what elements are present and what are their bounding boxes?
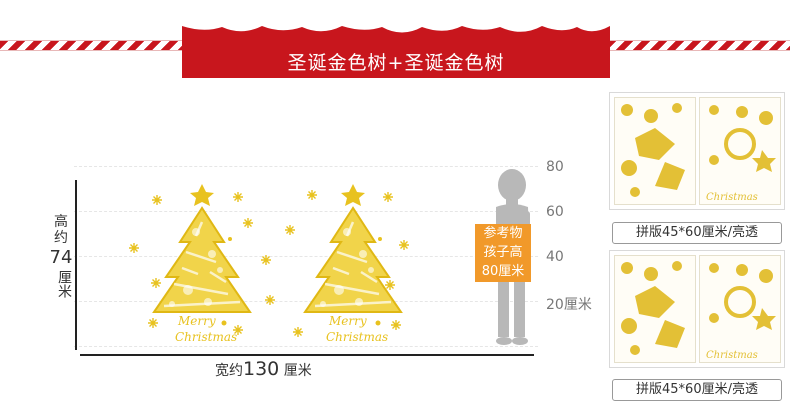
width-rule xyxy=(80,354,534,356)
thumbnail-panel-right: Christmas xyxy=(699,255,781,363)
tree-left-text-2: Christmas xyxy=(175,330,237,344)
reference-line-3: 80厘米 xyxy=(481,264,525,279)
guide-line-60 xyxy=(74,211,538,212)
scale-mark-40: 40 xyxy=(546,249,564,265)
banner-title: 圣诞金色树+圣诞金色树 xyxy=(287,52,505,74)
product-thumbnail-1[interactable]: Christmas xyxy=(609,92,785,210)
candy-stripe-right xyxy=(608,40,790,51)
gold-tree-left xyxy=(152,182,252,314)
reference-line-1: 参考物 xyxy=(483,226,523,241)
tree-right-text-1: Merry xyxy=(328,314,367,328)
product-thumbnail-2[interactable]: Christmas xyxy=(609,250,785,368)
gold-ornament-pattern: Christmas xyxy=(706,105,776,203)
height-prefix: 高约 xyxy=(54,214,68,246)
height-rule xyxy=(75,180,77,350)
tree-right-text-2: Christmas xyxy=(326,330,388,344)
tree-left-text-1: Merry xyxy=(177,314,216,328)
thumbnail-panel-left xyxy=(614,255,696,363)
height-value: 74 xyxy=(49,247,73,268)
guide-line-0 xyxy=(74,346,538,347)
reference-line-2: 孩子高 xyxy=(483,245,523,260)
thumbnail-text: Christmas xyxy=(706,350,758,361)
height-label-top: 高约 xyxy=(48,214,74,246)
gold-tree-right xyxy=(303,182,403,314)
snow-cap-decoration xyxy=(182,18,610,33)
scale-mark-80: 80 xyxy=(546,159,564,175)
gold-ornament-pattern xyxy=(621,103,685,197)
gold-ornament-pattern xyxy=(621,261,685,355)
gold-trees-illustration: Merry Christmas Merry Christmas xyxy=(128,182,410,344)
scale-mark-60: 60 xyxy=(546,204,564,220)
width-value: 130 xyxy=(243,358,280,380)
guide-line-40 xyxy=(74,256,538,257)
reference-note: 参考物 孩子高 80厘米 xyxy=(475,224,531,282)
width-label: 宽约130 厘米 xyxy=(215,358,312,380)
guide-line-80 xyxy=(74,166,538,167)
scale-mark-20: 20厘米 xyxy=(546,297,592,313)
thumbnail-panel-right: Christmas xyxy=(699,97,781,205)
thumbnail-text: Christmas xyxy=(706,192,758,203)
thumbnail-label-2: 拼版45*60厘米/亮透 xyxy=(612,379,782,401)
thumbnail-panel-left xyxy=(614,97,696,205)
candy-stripe-left xyxy=(0,40,188,51)
title-banner: 圣诞金色树+圣诞金色树 xyxy=(182,18,610,78)
thumbnail-label-1: 拼版45*60厘米/亮透 xyxy=(612,222,782,244)
height-unit: 厘米 xyxy=(56,270,72,298)
width-prefix: 宽约 xyxy=(215,363,243,379)
gold-ornament-pattern: Christmas xyxy=(706,263,776,361)
star-icon xyxy=(221,237,382,326)
guide-line-20 xyxy=(74,301,538,302)
width-unit: 厘米 xyxy=(283,363,312,379)
